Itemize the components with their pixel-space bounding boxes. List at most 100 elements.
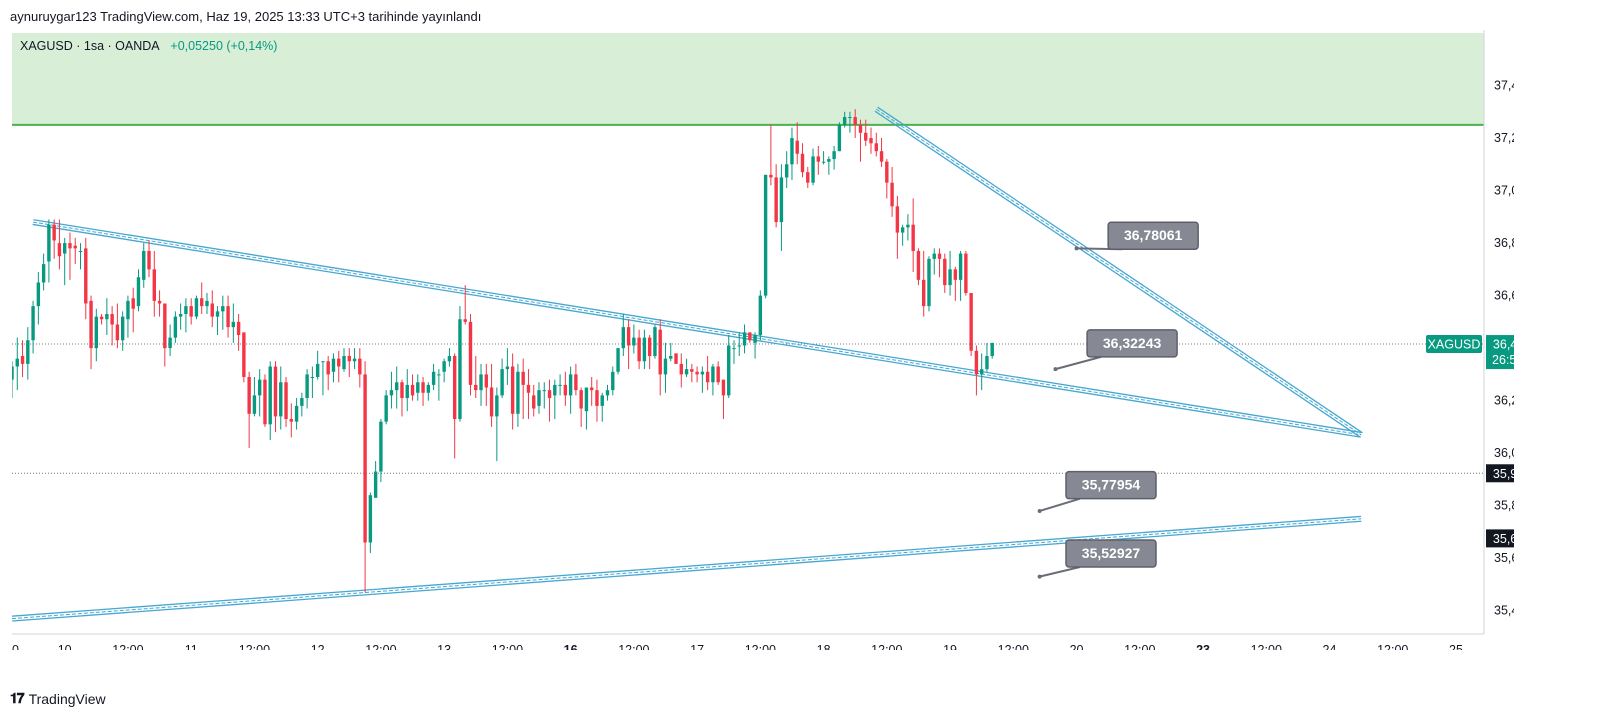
- candle-body-116: [621, 327, 626, 349]
- y-tick-label: 36,80000: [1494, 236, 1514, 250]
- x-tick-label: 12:00: [745, 643, 776, 650]
- candle-body-179: [953, 269, 958, 280]
- candle-body-108: [579, 390, 583, 409]
- candle-body-59: [321, 361, 325, 363]
- callout-label-2: 35,77954: [1082, 477, 1141, 493]
- candle-body-138: [737, 345, 741, 347]
- candle-body-102: [547, 390, 552, 399]
- candle-body-136: [727, 345, 731, 396]
- candle-body-103: [553, 384, 557, 396]
- callout-box-2: [1065, 470, 1157, 500]
- footer-brand[interactable]: 𝟏𝟕 TradingView: [10, 690, 106, 707]
- axis-price-tag-label-1: 35,67551: [1493, 532, 1514, 546]
- trendline-support-center: [12, 518, 1362, 620]
- candle-body-61: [331, 358, 336, 372]
- candle-body-25: [142, 250, 146, 280]
- callout-box-1: [1086, 329, 1178, 358]
- candle-body-185: [985, 356, 989, 370]
- publish-info: aynuruygar123 TradingView.com, Haz 19, 2…: [10, 9, 482, 24]
- candle-body-167: [890, 182, 894, 207]
- candle-body-64: [347, 356, 351, 362]
- y-tick-label: 35,60000: [1494, 551, 1514, 565]
- candle-body-29: [163, 303, 167, 349]
- candle-body-101: [542, 390, 546, 392]
- y-tick-label: 37,40000: [1494, 79, 1514, 93]
- x-tick-label: 12:00: [1377, 643, 1408, 650]
- trendline-support-edge-b: [12, 515, 1361, 617]
- candle-body-24: [136, 277, 141, 307]
- candle-body-57: [310, 377, 315, 379]
- resistance-zone: [12, 33, 1484, 125]
- candle-body-132: [705, 371, 710, 383]
- symbol-change: +0,05250 (+0,14%): [170, 39, 278, 53]
- candle-body-80: [431, 371, 436, 385]
- candle-body-30: [168, 337, 172, 349]
- callout-pointer-3: [1039, 565, 1081, 578]
- candle-body-156: [832, 151, 836, 160]
- callout-pointer-dot-0: [1074, 246, 1079, 251]
- candle-body-113: [605, 390, 610, 396]
- candle-body-16: [94, 316, 99, 349]
- candle-body-35: [194, 298, 199, 317]
- candle-body-164: [874, 143, 878, 152]
- candle-body-68: [368, 495, 373, 543]
- price-chart[interactable]: 36,78061 36,32243 35,77954 35,52927 37,40000…: [12, 30, 1514, 650]
- candle-body-100: [537, 390, 541, 406]
- candle-body-105: [563, 384, 568, 396]
- x-tick-label: 17: [690, 643, 704, 650]
- candle-body-76: [410, 384, 415, 396]
- candle-body-170: [906, 224, 910, 228]
- candle-body-14: [84, 248, 88, 304]
- candle-body-62: [337, 358, 341, 367]
- candle-body-145: [774, 177, 778, 223]
- candle-body-117: [626, 327, 631, 346]
- candle-body-109: [584, 387, 589, 412]
- candle-body-97: [521, 371, 525, 385]
- symbol-name: XAGUSD · 1sa · OANDA: [20, 39, 159, 53]
- candle-body-141: [753, 335, 757, 343]
- candle-body-88: [474, 384, 478, 391]
- x-tick-label: 16: [564, 643, 578, 650]
- candle-body-40: [221, 306, 225, 312]
- candle-body-106: [568, 374, 573, 396]
- candle-body-176: [937, 253, 942, 259]
- trendline-upper-channel-edge-a: [32, 223, 1361, 438]
- candle-body-157: [837, 124, 842, 152]
- candle-body-134: [716, 366, 720, 383]
- tradingview-logo-icon: 𝟏𝟕: [10, 690, 25, 706]
- trendline-support-edge-a: [12, 520, 1362, 622]
- candle-body-158: [842, 117, 847, 125]
- candle-body-181: [964, 253, 968, 293]
- y-tick-label: 36,20000: [1494, 394, 1514, 408]
- candle-body-78: [421, 382, 425, 393]
- candle-body-146: [779, 177, 784, 223]
- symbol-tag: [1426, 335, 1482, 354]
- x-tick-label: 12:00: [492, 643, 523, 650]
- candle-body-13: [78, 250, 83, 252]
- candle-body-150: [800, 153, 805, 173]
- candle-body-79: [426, 384, 431, 393]
- candle-body-107: [574, 374, 578, 391]
- candle-body-175: [932, 253, 936, 259]
- candle-body-127: [679, 363, 683, 375]
- callout-box-0: [1107, 221, 1199, 250]
- chart-frame[interactable]: 36,78061 36,32243 35,77954 35,52927 37,40000…: [12, 30, 1514, 650]
- trendline-lower-diagonal-edge-a: [874, 110, 1361, 438]
- x-tick-label: 13: [437, 643, 451, 650]
- candle-body-6: [41, 264, 46, 283]
- candle-body-168: [895, 206, 900, 233]
- candle-body-149: [795, 140, 799, 154]
- callout-label-1: 36,32243: [1103, 335, 1162, 351]
- candle-body-37: [205, 300, 209, 307]
- candle-body-135: [721, 379, 726, 396]
- x-tick-label: 12:00: [1124, 643, 1155, 650]
- candle-body-60: [326, 361, 330, 375]
- x-tick-label: 11: [185, 643, 198, 650]
- candle-body-143: [763, 174, 768, 296]
- x-tick-label: 12:00: [112, 643, 143, 650]
- symbol-legend[interactable]: XAGUSD · 1sa · OANDA +0,05250 (+0,14%): [20, 39, 277, 53]
- candle-body-49: [268, 366, 272, 425]
- candle-body-184: [979, 369, 984, 375]
- candle-body-119: [637, 337, 641, 362]
- candle-body-12: [73, 245, 77, 249]
